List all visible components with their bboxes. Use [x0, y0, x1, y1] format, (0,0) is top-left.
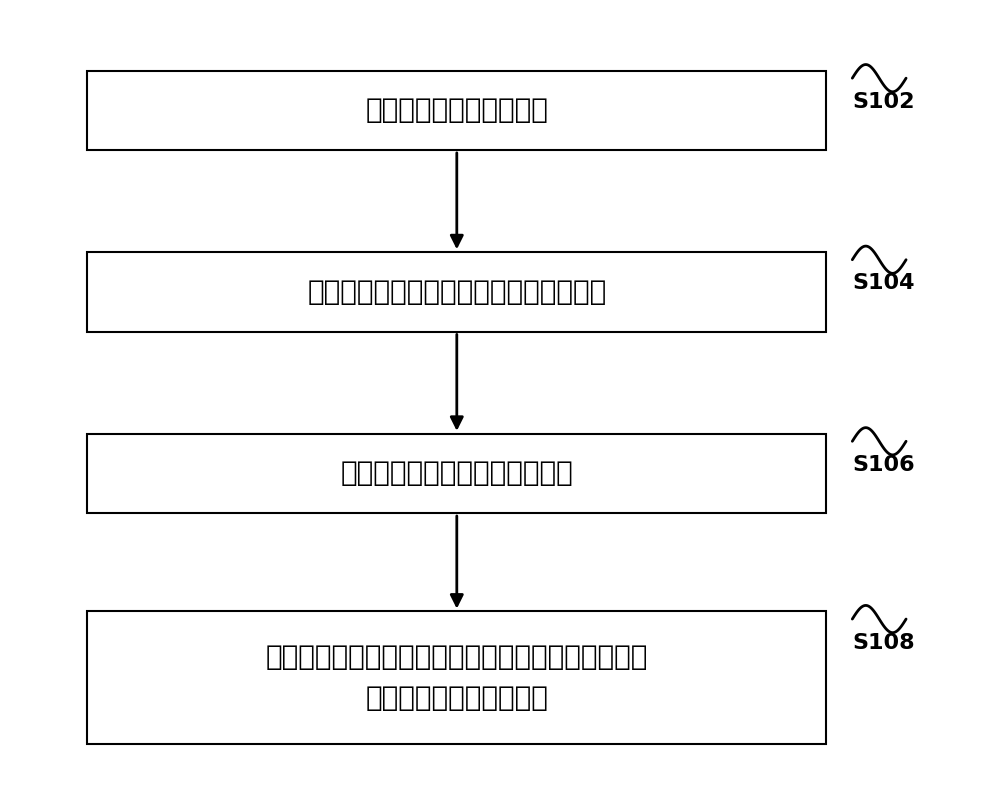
Text: S108: S108 [853, 633, 915, 652]
Text: 获取电力系统的电能数据: 获取电力系统的电能数据 [365, 96, 548, 125]
Bar [87, 71, 826, 150]
Bar [87, 433, 826, 513]
Text: 基于预测模型对电能数据进行预测，得到电力系统在
未来时刻的电力需求信息: 基于预测模型对电能数据进行预测，得到电力系统在 未来时刻的电力需求信息 [266, 643, 648, 712]
Text: S104: S104 [853, 273, 915, 293]
Text: S106: S106 [853, 455, 915, 475]
Text: 确定电能数据中多个变量之间的关联关系: 确定电能数据中多个变量之间的关联关系 [307, 278, 606, 306]
Text: 调取与关联关系匹配的预测模型: 调取与关联关系匹配的预测模型 [340, 459, 573, 488]
Bar [87, 611, 826, 744]
Bar [87, 252, 826, 332]
Text: S102: S102 [853, 91, 915, 112]
